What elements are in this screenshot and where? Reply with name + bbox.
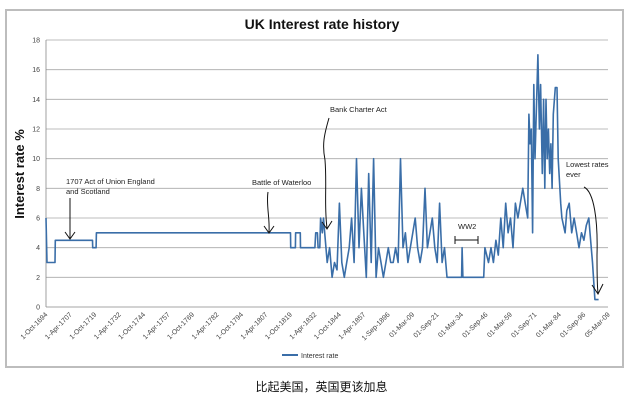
annotation-text: Lowest rates xyxy=(566,160,609,169)
annotation-text: WW2 xyxy=(458,222,476,231)
annotation-text: Bank Charter Act xyxy=(330,105,388,114)
annotation-arrow xyxy=(321,117,333,230)
y-tick-label: 0 xyxy=(36,305,40,312)
annotation-arrow xyxy=(263,191,275,234)
y-tick-label: 4 xyxy=(36,245,40,252)
interest-rate-line xyxy=(45,54,599,301)
annotation-bank-charter-act: Bank Charter Act xyxy=(321,105,388,230)
y-tick-label: 16 xyxy=(32,67,40,74)
interest-rate-chart: UK Interest rate history Interest rate %… xyxy=(5,9,624,368)
annotation-ww2: WW2 xyxy=(454,222,479,244)
caption: 比起美国，英国更该加息 xyxy=(255,380,388,394)
y-tick-label: 8 xyxy=(36,186,40,193)
y-tick-label: 18 xyxy=(32,38,40,45)
annotation-arrow xyxy=(454,236,479,244)
y-tick-label: 6 xyxy=(36,216,40,223)
annotation-text: 1707 Act of Union England xyxy=(66,177,155,186)
annotation-battle-of-waterloo: Battle of Waterloo xyxy=(252,178,311,234)
y-tick-label: 2 xyxy=(36,275,40,282)
annotation-text: Battle of Waterloo xyxy=(252,178,311,187)
annotation-arrow xyxy=(583,186,604,295)
y-tick-label: 14 xyxy=(32,97,40,104)
legend: Interest rate xyxy=(282,353,338,360)
y-axis-label: Interest rate % xyxy=(12,129,27,219)
y-tick-label: 12 xyxy=(32,127,40,134)
annotation-arrow xyxy=(64,198,76,240)
annotation-text: and Scotland xyxy=(66,187,110,196)
y-tick-label: 10 xyxy=(32,156,40,163)
annotation-text: ever xyxy=(566,170,581,179)
chart-title: UK Interest rate history xyxy=(245,16,400,32)
legend-label: Interest rate xyxy=(301,353,338,360)
